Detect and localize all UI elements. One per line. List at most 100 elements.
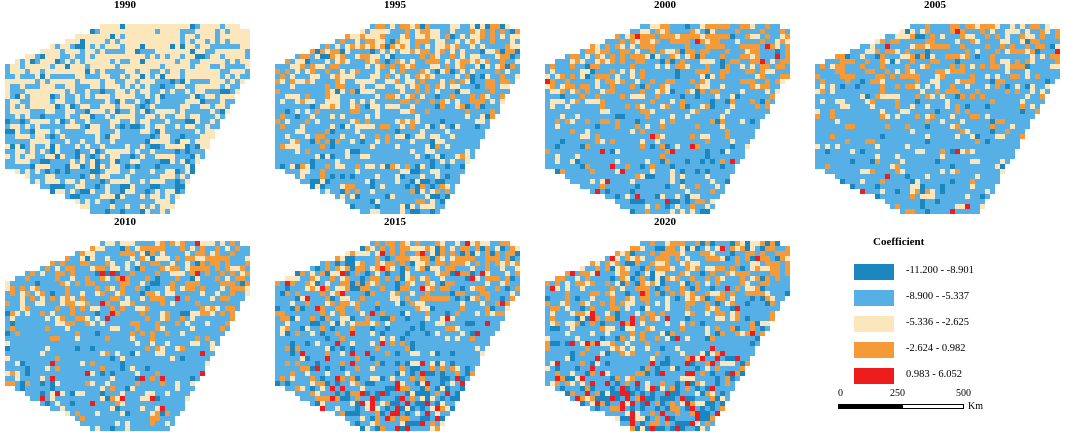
map-cell: [1040, 59, 1045, 64]
map-cell: [620, 174, 625, 179]
map-cell: [35, 149, 40, 154]
map-cell: [415, 64, 420, 69]
map-cell: [220, 29, 225, 34]
map-cell: [170, 179, 175, 184]
map-cell: [455, 49, 460, 54]
map-cell: [385, 59, 390, 64]
map-cell: [1035, 89, 1040, 94]
map-cell: [620, 89, 625, 94]
map-cell: [900, 69, 905, 74]
map-cell: [175, 194, 180, 199]
map-cell: [470, 99, 475, 104]
map-cell: [80, 79, 85, 84]
map-cell: [875, 84, 880, 89]
map-cell: [420, 84, 425, 89]
map-cell: [160, 199, 165, 204]
map-cell: [940, 79, 945, 84]
map-cell: [365, 144, 370, 149]
map-cell: [905, 59, 910, 64]
map-cell: [60, 119, 65, 124]
map-cell: [580, 184, 585, 189]
map-cell: [725, 64, 730, 69]
map-cell: [390, 39, 395, 44]
map-cell: [1015, 29, 1020, 34]
map-cell: [445, 119, 450, 124]
map-cell: [65, 174, 70, 179]
map-cell: [90, 144, 95, 149]
map-cell: [190, 49, 195, 54]
map-cell: [135, 84, 140, 89]
map-cell: [760, 64, 765, 69]
map-cell: [125, 69, 130, 74]
map-cell: [550, 94, 555, 99]
map-cell: [715, 74, 720, 79]
map-cell: [35, 159, 40, 164]
map-cell: [435, 194, 440, 199]
map-cell: [960, 34, 965, 39]
map-cell: [410, 74, 415, 79]
map-cell: [395, 179, 400, 184]
map-cell: [620, 119, 625, 124]
map-cell: [600, 124, 605, 129]
map-cell: [380, 124, 385, 129]
map-cell: [305, 179, 310, 184]
map-cell: [60, 124, 65, 129]
map-cell: [755, 104, 760, 109]
map-cell: [605, 179, 610, 184]
map-cell: [235, 29, 240, 34]
map-cell: [350, 149, 355, 154]
map-cell: [395, 134, 400, 139]
map-cell: [645, 109, 650, 114]
map-cell: [945, 39, 950, 44]
map-cell: [765, 69, 770, 74]
map-cell: [660, 99, 665, 104]
map-cell: [965, 84, 970, 89]
map-cell: [955, 29, 960, 34]
map-cell: [410, 54, 415, 59]
map-cell: [335, 114, 340, 119]
map-cell: [20, 79, 25, 84]
map-cell: [740, 39, 745, 44]
map-cell: [450, 109, 455, 114]
map-cell: [445, 24, 450, 29]
map-cell: [600, 84, 605, 89]
map-cell: [40, 174, 45, 179]
map-cell: [615, 34, 620, 39]
map-cell: [410, 89, 415, 94]
map-cell: [845, 84, 850, 89]
map-cell: [350, 139, 355, 144]
map-cell: [60, 189, 65, 194]
map-cell: [85, 74, 90, 79]
map-cell: [630, 114, 635, 119]
map-cell: [55, 109, 60, 114]
map-cell: [1045, 49, 1050, 54]
map-cell: [60, 129, 65, 134]
map-cell: [585, 144, 590, 149]
map-cell: [300, 139, 305, 144]
map-cell: [320, 134, 325, 139]
map-cell: [50, 134, 55, 139]
map-cell: [155, 114, 160, 119]
map-cell: [435, 114, 440, 119]
map-cell: [595, 84, 600, 89]
map-cell: [5, 84, 10, 89]
map-cell: [375, 114, 380, 119]
map-cell: [390, 144, 395, 149]
map-cell: [110, 144, 115, 149]
map-cell: [640, 149, 645, 154]
map-cell: [480, 44, 485, 49]
map-cell: [515, 69, 520, 74]
map-cell: [145, 94, 150, 99]
map-cell: [320, 139, 325, 144]
map-cell: [95, 159, 100, 164]
map-cell: [145, 84, 150, 89]
map-cell: [910, 44, 915, 49]
map-cell: [225, 84, 230, 89]
map-cell: [600, 174, 605, 179]
map-cell: [980, 69, 985, 74]
map-cell: [410, 119, 415, 124]
map-cell: [690, 54, 695, 59]
map-cell: [940, 89, 945, 94]
map-cell: [370, 134, 375, 139]
map-cell: [165, 94, 170, 99]
